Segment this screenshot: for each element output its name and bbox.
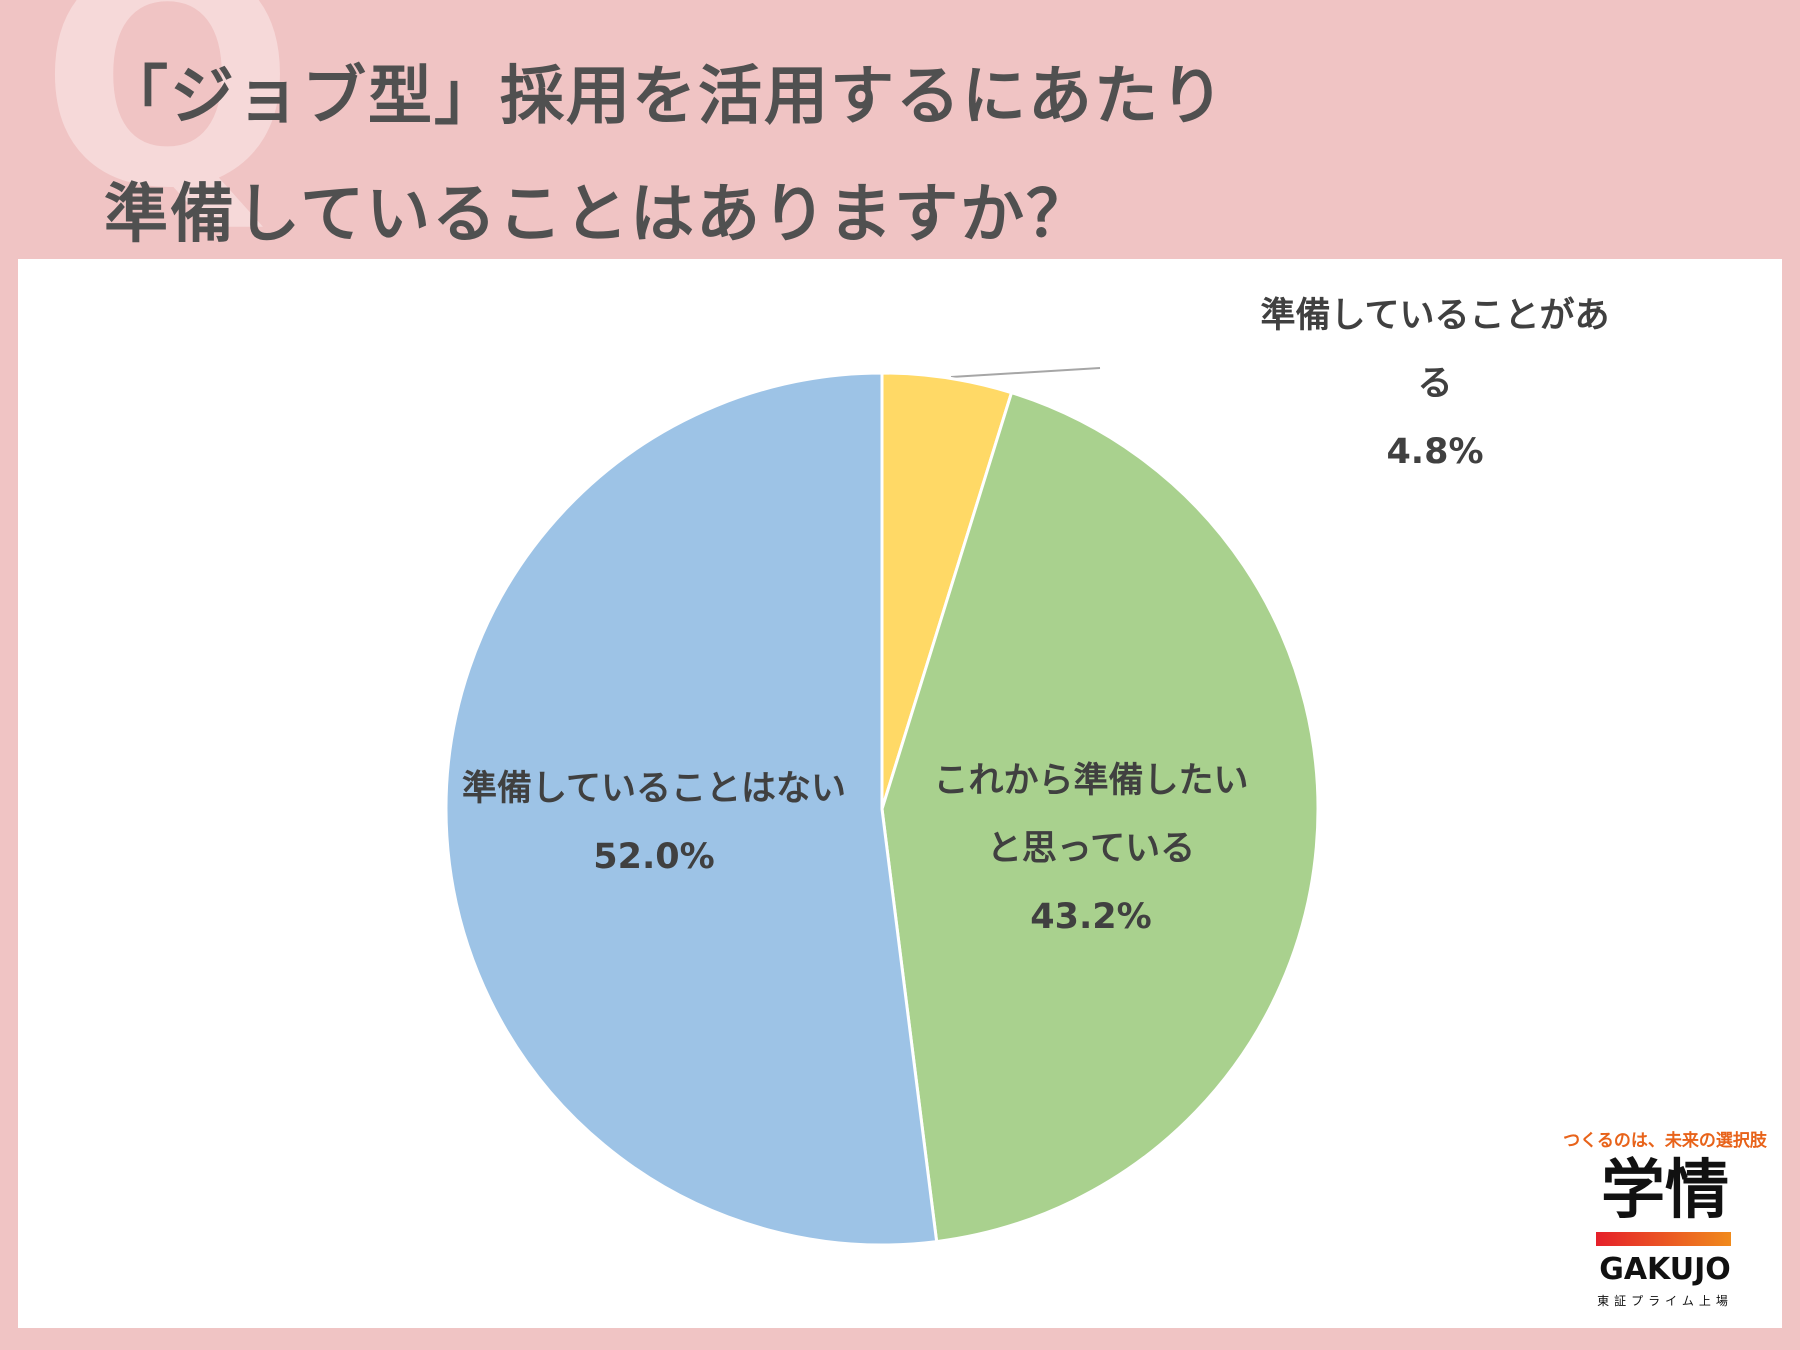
category-label: 準備していることがある	[1260, 296, 1610, 404]
logo-listing: 東証プライム上場	[1597, 1294, 1733, 1308]
slice-label: 準備していることはない 52.0%	[462, 755, 846, 891]
pie-slice	[880, 390, 1320, 1244]
pie-slice	[444, 371, 939, 1247]
category-label: 準備していることはない	[462, 769, 846, 809]
value-label: 4.8%	[1386, 432, 1484, 472]
decoration: Q	[40, 0, 296, 254]
chart-title: 「ジョブ型」採用を活用するにあたり 準備していることはありますか？	[104, 60, 1226, 252]
value-label: 52.0%	[593, 837, 715, 877]
slice-label: 準備していることがある 4.8%	[1253, 282, 1618, 486]
slice-label: これから準備したい と思っている 43.2%	[933, 747, 1248, 951]
logo-bar	[1596, 1232, 1731, 1246]
value-label: 43.2%	[1030, 897, 1152, 937]
leader-line	[950, 367, 1101, 378]
logo-name: 学情	[1601, 1154, 1729, 1228]
logo-tagline: つくるのは、未来の選択肢	[1563, 1131, 1767, 1151]
logo-latin: GAKUJO	[1599, 1252, 1731, 1287]
category-label: これから準備したい と思っている	[933, 761, 1249, 869]
